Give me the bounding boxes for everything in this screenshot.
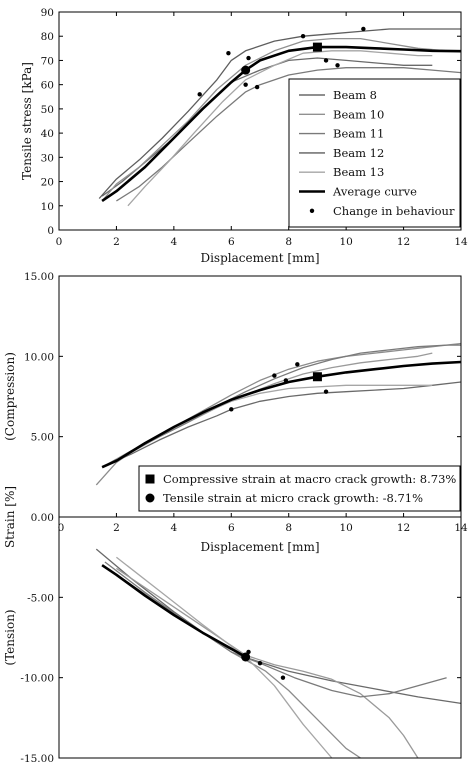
strain-chart: 2 4 6 8 10 12 14 0 15.00 10.00 5.00 0.00 -5.00 -10.00… <box>3 271 468 765</box>
series-compression-b <box>104 381 462 467</box>
tensile-x-tick-label: 4 <box>171 236 178 248</box>
dot-strain-marker <box>272 373 277 378</box>
tensile-stress-chart: 0 2 4 6 8 10 12 14 0 10 20 30 40 50 60 70 80 90 Displacem… <box>20 7 468 265</box>
change-in-behaviour-point <box>246 55 251 61</box>
tensile-y-tick-label: 10 <box>41 201 54 213</box>
tensile-x-tick-label: 0 <box>56 236 63 248</box>
legend-swatch-square <box>145 474 155 484</box>
series-compression-d <box>104 344 461 467</box>
series-beam-12 <box>98 28 461 199</box>
change-in-behaviour-point <box>335 63 340 68</box>
tensile-x-tick-label: 8 <box>285 236 292 248</box>
series-tension-average <box>101 564 247 659</box>
tensile-y-tick-label: 30 <box>41 152 54 164</box>
series-tension-e <box>115 556 333 759</box>
tensile-y-tick-label: 50 <box>41 104 54 116</box>
legend-label-beam-10: Beam 10 <box>333 107 384 121</box>
legend-swatch-change-in-behaviour <box>309 208 315 213</box>
tensile-x-tick-label: 6 <box>228 236 235 248</box>
strain-x-tick-label: 0 <box>58 522 65 534</box>
strain-y-tick-label: 10.00 <box>24 351 54 363</box>
circle-strain-marker <box>241 652 251 662</box>
legend-label-beam-11: Beam 11 <box>333 127 384 141</box>
legend-label-circle: Tensile strain at micro crack growth: -8… <box>163 491 423 505</box>
circle-highlight-marker <box>241 65 251 75</box>
tensile-stress-series <box>98 28 462 207</box>
legend-label-beam-8: Beam 8 <box>333 88 377 102</box>
series-average-curve <box>101 45 462 202</box>
legend-label-square: Compressive strain at macro crack growth… <box>163 472 456 486</box>
change-in-behaviour-point <box>243 82 248 87</box>
tensile-x-tick-label: 2 <box>113 236 120 248</box>
change-in-behaviour-point <box>361 26 366 32</box>
tensile-y-tick-label: 80 <box>41 31 54 43</box>
tensile-y-tick-label: 40 <box>41 128 54 140</box>
strain-x-tick-label: 2 <box>113 522 120 534</box>
strain-y-tick-label: 5.00 <box>31 432 54 444</box>
square-strain-marker <box>312 372 322 382</box>
legend-label-beam-13: Beam 13 <box>333 165 384 179</box>
legend-swatch-circle <box>145 493 155 503</box>
tensile-stress-x-axis-label: Displacement [mm] <box>200 251 319 265</box>
legend-label-change-in-behaviour: Change in behaviour <box>333 204 455 218</box>
dot-strain-marker <box>280 675 286 680</box>
tensile-y-tick-label: 70 <box>41 55 54 67</box>
tensile-stress-markers <box>197 26 366 97</box>
series-compression-average <box>101 360 462 469</box>
strain-markers <box>229 362 329 680</box>
strain-y-tick-label: -5.00 <box>27 592 54 604</box>
series-beam-10 <box>101 37 447 202</box>
dot-strain-marker <box>295 362 300 367</box>
strain-axis-ticks: 2 4 6 8 10 12 14 0 15.00 10.00 5.00 0.00 -5.00 -10.00… <box>20 271 468 765</box>
strain-y-tick-label: -15.00 <box>20 753 54 765</box>
strain-x-axis-label: Displacement [mm] <box>200 540 319 554</box>
strain-x-tick-label: 8 <box>285 522 292 534</box>
change-in-behaviour-point <box>300 34 306 39</box>
tensile-y-tick-label: 20 <box>41 177 54 189</box>
series-tension-d <box>104 561 447 698</box>
strain-legend: Compressive strain at macro crack growth… <box>138 465 461 512</box>
strain-tension-label: (Tension) <box>3 609 17 665</box>
tensile-x-tick-label: 10 <box>339 236 352 248</box>
tensile-stress-legend: Beam 8 Beam 10 Beam 11 Beam 12 Beam 13 Averag… <box>288 78 461 228</box>
strain-compression-label: (Compression) <box>3 352 17 441</box>
strain-y-tick-label: -10.00 <box>20 673 54 685</box>
change-in-behaviour-point <box>254 84 260 90</box>
tensile-x-tick-label: 14 <box>454 236 468 248</box>
series-tension-c <box>116 567 419 759</box>
change-in-behaviour-point <box>197 92 202 97</box>
legend-label-average-curve: Average curve <box>332 185 417 199</box>
tensile-stress-axis-ticks: 0 2 4 6 8 10 12 14 0 10 20 30 40 50 60 70 80 90 <box>41 7 468 248</box>
series-tension-a <box>101 564 361 759</box>
dot-strain-marker <box>283 378 289 383</box>
dot-strain-marker <box>229 407 234 412</box>
tensile-stress-plot-frame <box>58 11 462 231</box>
change-in-behaviour-point <box>226 50 231 56</box>
strain-y-tick-label: 15.00 <box>24 271 54 283</box>
strain-x-tick-label: 14 <box>454 522 468 534</box>
series-compression-e <box>116 384 433 460</box>
strain-x-tick-label: 10 <box>339 522 352 534</box>
strain-x-tick-label: 4 <box>171 522 178 534</box>
square-highlight-marker <box>312 42 322 52</box>
series-beam-13 <box>127 50 433 207</box>
change-in-behaviour-point <box>323 58 329 63</box>
tensile-stress-y-axis-label: Tensile stress [kPa] <box>20 62 34 180</box>
strain-y-tick-label: 0.00 <box>31 512 54 524</box>
dot-strain-marker <box>257 661 263 666</box>
legend-label-beam-12: Beam 12 <box>333 146 384 160</box>
strain-y-axis-label: Strain [%] <box>3 486 17 548</box>
legend-box <box>138 465 461 512</box>
tensile-y-tick-label: 0 <box>47 225 54 237</box>
strain-x-tick-label: 12 <box>397 522 410 534</box>
series-tension-b <box>95 548 462 705</box>
tensile-y-tick-label: 90 <box>41 7 54 19</box>
tensile-y-tick-label: 60 <box>41 80 54 92</box>
dot-strain-marker <box>323 389 329 394</box>
tensile-x-tick-label: 12 <box>397 236 410 248</box>
strain-x-tick-label: 6 <box>228 522 235 534</box>
series-compression-c <box>101 352 433 468</box>
